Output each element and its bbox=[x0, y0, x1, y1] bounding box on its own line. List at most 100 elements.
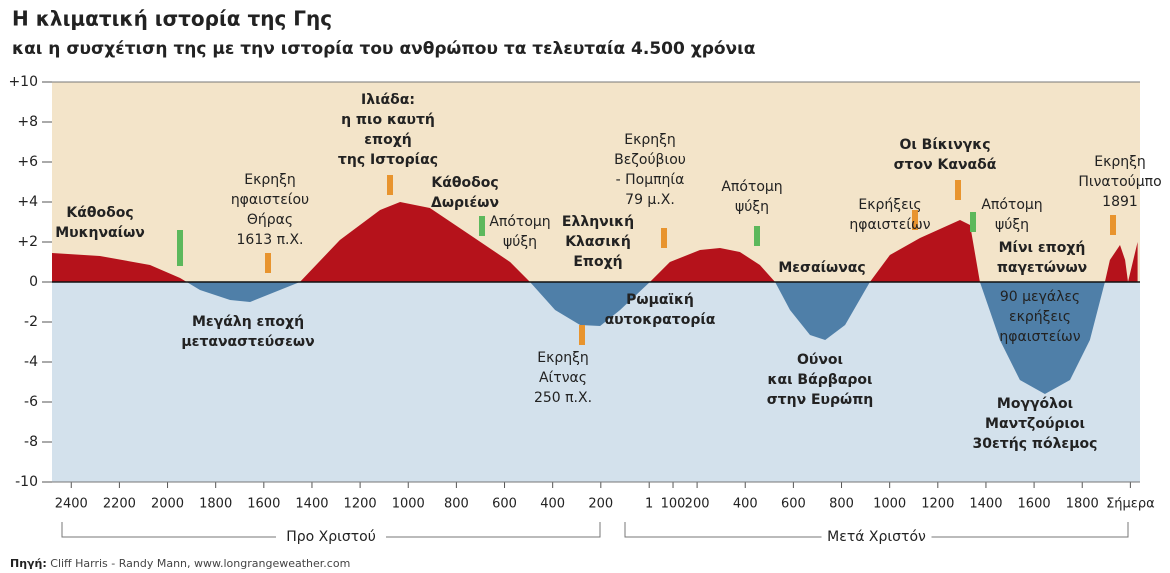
annotation: ψύξη bbox=[503, 234, 537, 250]
x-tick-label: 800 bbox=[829, 497, 854, 512]
annotation: Ιλιάδα: bbox=[361, 92, 415, 108]
era-label: Προ Χριστού bbox=[286, 529, 376, 545]
annotation: ηφαιστείων bbox=[999, 329, 1080, 345]
annotation: της Ιστορίας bbox=[338, 152, 438, 168]
annotation: και Βάρβαροι bbox=[768, 372, 873, 388]
x-tick-label: 2200 bbox=[103, 497, 136, 512]
x-tick-label: 1200 bbox=[921, 497, 954, 512]
y-tick-label: +4 bbox=[17, 194, 38, 210]
chart-subtitle: και η συσχέτιση της με την ιστορία του α… bbox=[12, 39, 755, 59]
chart-title: Η κλιματική ιστορία της Γης bbox=[12, 7, 332, 31]
x-tick-label: 1 bbox=[645, 497, 653, 512]
annotation: Μεγάλη εποχή bbox=[192, 314, 304, 330]
y-tick-label: -10 bbox=[15, 474, 38, 490]
annotation: η πιο καυτή bbox=[341, 112, 435, 128]
x-tick-label: 800 bbox=[444, 497, 469, 512]
annotation: Βεζούβιου bbox=[614, 152, 686, 168]
x-tick-label: 1000 bbox=[392, 497, 425, 512]
event-marker bbox=[955, 180, 961, 200]
x-tick-label: 100 bbox=[661, 497, 686, 512]
y-tick-label: -4 bbox=[24, 354, 38, 370]
annotation: Εκρήξεις bbox=[858, 197, 921, 213]
annotation: - Πομπηία bbox=[616, 172, 685, 188]
source-text: Cliff Harris - Randy Mann, www.longrange… bbox=[50, 557, 350, 570]
annotation: Εκρηξη bbox=[244, 172, 296, 188]
annotation: Απότομη bbox=[981, 197, 1042, 213]
event-marker bbox=[265, 253, 271, 273]
annotation: παγετώνων bbox=[997, 260, 1087, 276]
event-marker bbox=[479, 216, 485, 236]
x-tick-label: 1800 bbox=[1066, 497, 1099, 512]
event-marker bbox=[387, 175, 393, 195]
y-tick-label: +6 bbox=[17, 154, 38, 170]
y-tick-label: 0 bbox=[29, 274, 38, 290]
annotation: Ούνοι bbox=[797, 352, 843, 368]
y-tick-label: +2 bbox=[17, 234, 38, 250]
event-marker bbox=[177, 230, 183, 266]
y-tick-label: +10 bbox=[8, 74, 38, 90]
x-tick-label: 2000 bbox=[151, 497, 184, 512]
annotation: 250 π.Χ. bbox=[534, 390, 592, 406]
annotation: στην Ευρώπη bbox=[767, 392, 873, 408]
annotation: στον Καναδά bbox=[894, 157, 997, 173]
y-tick-label: -2 bbox=[24, 314, 38, 330]
annotation: Μογγόλοι bbox=[997, 396, 1073, 412]
annotation: 90 μεγάλες bbox=[1000, 289, 1080, 305]
warm-background bbox=[52, 82, 1140, 282]
annotation: Ρωμαϊκή bbox=[626, 292, 694, 308]
event-marker bbox=[1110, 215, 1116, 235]
x-tick-label: 1600 bbox=[247, 497, 280, 512]
annotation: ηφαιστείων bbox=[849, 217, 930, 233]
annotation: μεταναστεύσεων bbox=[181, 334, 314, 350]
annotation: ψύξη bbox=[735, 199, 769, 215]
y-tick-label: -6 bbox=[24, 394, 38, 410]
annotation: Μυκηναίων bbox=[55, 225, 145, 241]
annotation: Πινατούμπο bbox=[1078, 174, 1161, 190]
annotation: 30ετής πόλεμος bbox=[973, 436, 1098, 452]
y-tick-label: +8 bbox=[17, 114, 38, 130]
x-tick-label: 1400 bbox=[969, 497, 1002, 512]
annotation: Κάθοδος bbox=[66, 205, 133, 221]
event-marker bbox=[661, 228, 667, 248]
annotation: Εποχή bbox=[573, 254, 622, 270]
event-marker bbox=[970, 212, 976, 232]
annotation: Μεσαίωνας bbox=[778, 260, 865, 276]
x-tick-label: 1400 bbox=[295, 497, 328, 512]
annotation: Εκρηξη bbox=[1094, 154, 1146, 170]
annotation: Μίνι εποχή bbox=[999, 240, 1086, 256]
event-marker bbox=[754, 226, 760, 246]
annotation: 79 μ.Χ. bbox=[625, 192, 675, 208]
x-tick-label: 400 bbox=[540, 497, 565, 512]
source: Πηγή: Cliff Harris - Randy Mann, www.lon… bbox=[10, 557, 350, 570]
annotation: Κάθοδος bbox=[431, 175, 498, 191]
annotation: Μαντζούριοι bbox=[985, 416, 1085, 432]
annotation: αυτοκρατορία bbox=[605, 312, 716, 328]
x-tick-label: 2400 bbox=[55, 497, 88, 512]
annotation: Δωριέων bbox=[431, 195, 499, 211]
chart: Η κλιματική ιστορία της Γης και η συσχέτ… bbox=[0, 0, 1170, 573]
annotation: εποχή bbox=[364, 132, 411, 148]
annotation: Ελληνική bbox=[562, 214, 634, 230]
annotation: ηφαιστείου bbox=[231, 192, 309, 208]
x-tick-label: 400 bbox=[733, 497, 758, 512]
annotation: Απότομη bbox=[489, 214, 550, 230]
x-tick-label: 200 bbox=[685, 497, 710, 512]
x-tick-label: 1800 bbox=[199, 497, 232, 512]
annotation: Κλασική bbox=[565, 234, 631, 250]
x-tick-label: 200 bbox=[588, 497, 613, 512]
annotation: Θήρας bbox=[247, 212, 293, 228]
event-marker bbox=[579, 325, 585, 345]
annotation: Απότομη bbox=[721, 179, 782, 195]
annotation: 1613 π.Χ. bbox=[237, 232, 304, 248]
annotation: ψύξη bbox=[995, 217, 1029, 233]
x-tick-label: 1200 bbox=[344, 497, 377, 512]
annotation: Οι Βίκινγκς bbox=[899, 137, 990, 153]
x-tick-label: 1000 bbox=[873, 497, 906, 512]
source-label: Πηγή: bbox=[10, 557, 47, 570]
x-tick-label: 600 bbox=[492, 497, 517, 512]
y-tick-label: -8 bbox=[24, 434, 38, 450]
annotation: Εκρηξη bbox=[537, 350, 589, 366]
x-tick-label: Σήμερα bbox=[1106, 497, 1155, 512]
x-tick-label: 1600 bbox=[1018, 497, 1051, 512]
annotation: εκρήξεις bbox=[1009, 309, 1071, 325]
